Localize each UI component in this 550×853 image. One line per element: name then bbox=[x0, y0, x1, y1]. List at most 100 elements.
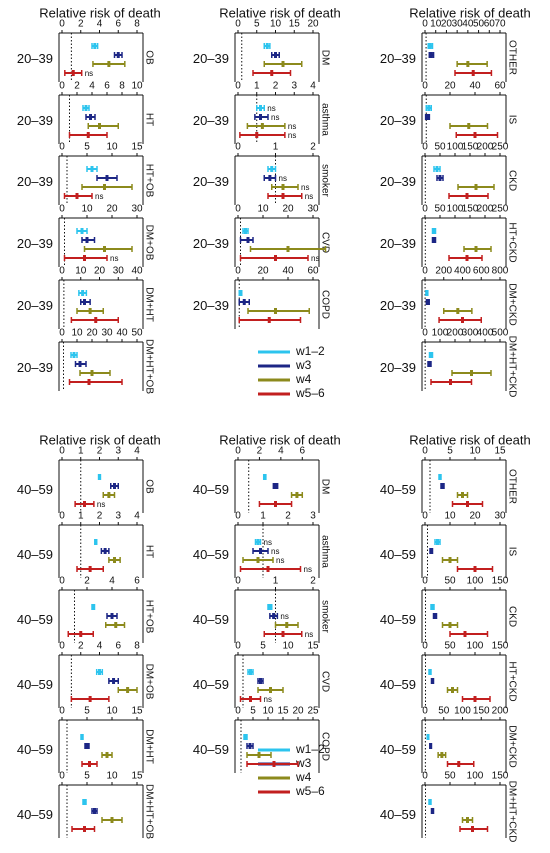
x-tick-label: 40 bbox=[282, 266, 294, 277]
x-tick-label: 100 bbox=[467, 576, 484, 587]
x-tick-label: 8 bbox=[119, 81, 125, 92]
x-tick-label: 200 bbox=[477, 142, 494, 153]
condition-label: OB bbox=[143, 50, 154, 65]
estimate bbox=[255, 132, 259, 138]
annotation: ns bbox=[271, 113, 279, 122]
legend-label: w4 bbox=[295, 770, 312, 784]
estimate bbox=[86, 132, 90, 138]
x-tick-label: 10 bbox=[262, 706, 274, 717]
x-tick-label: 100 bbox=[467, 771, 484, 782]
age-group: 20–39 bbox=[17, 298, 53, 313]
legend-label: w4 bbox=[295, 372, 312, 386]
x-tick-label: 15 bbox=[131, 142, 143, 153]
estimate bbox=[281, 631, 285, 637]
x-tick-label: 0 bbox=[422, 641, 428, 652]
estimate bbox=[83, 299, 86, 305]
x-tick-label: 15 bbox=[289, 19, 301, 30]
estimate bbox=[285, 622, 289, 628]
x-tick-label: 500 bbox=[492, 328, 509, 339]
condition-label: CKD bbox=[506, 606, 517, 627]
condition-label: HT+OB bbox=[143, 164, 154, 198]
x-tick-label: 30 bbox=[307, 204, 319, 215]
x-tick-label: 10 bbox=[81, 204, 93, 215]
estimate bbox=[268, 604, 272, 610]
estimate bbox=[426, 114, 429, 120]
estimate bbox=[448, 622, 452, 628]
estimate bbox=[239, 290, 242, 296]
estimate bbox=[79, 631, 83, 637]
estimate bbox=[274, 255, 277, 261]
x-tick-label: 4 bbox=[97, 641, 103, 652]
age-group: 40–59 bbox=[17, 612, 53, 627]
annotation: ns bbox=[267, 104, 275, 113]
x-tick-label: 200 bbox=[435, 266, 452, 277]
estimate bbox=[83, 255, 86, 261]
x-tick-label: 600 bbox=[473, 266, 490, 277]
x-tick-label: 0 bbox=[59, 19, 65, 30]
x-tick-label: 0 bbox=[422, 266, 428, 277]
estimate bbox=[467, 123, 471, 129]
x-tick-label: 30 bbox=[452, 19, 464, 30]
x-tick-label: 10 bbox=[106, 706, 118, 717]
x-tick-label: 5 bbox=[84, 706, 90, 717]
x-tick-label: 4 bbox=[89, 81, 95, 92]
x-tick-label: 50 bbox=[444, 641, 456, 652]
x-tick-label: 15 bbox=[494, 446, 506, 457]
x-tick-label: 1 bbox=[78, 446, 84, 457]
estimate bbox=[465, 255, 469, 261]
panel-title: Relative risk of death bbox=[409, 432, 530, 447]
estimate bbox=[466, 501, 469, 507]
x-tick-label: 0 bbox=[59, 81, 65, 92]
annotation: ns bbox=[311, 254, 319, 263]
condition-label: OTHER bbox=[506, 40, 517, 75]
estimate bbox=[103, 548, 107, 554]
x-tick-label: 0 bbox=[235, 19, 241, 30]
estimate bbox=[463, 631, 467, 637]
x-tick-label: 4 bbox=[109, 576, 115, 587]
estimate bbox=[441, 483, 444, 489]
x-tick-label: 2 bbox=[84, 576, 90, 587]
x-tick-label: 60 bbox=[307, 266, 319, 277]
estimate bbox=[448, 557, 452, 563]
estimate bbox=[471, 70, 475, 76]
age-group: 40–59 bbox=[17, 807, 53, 822]
estimate bbox=[438, 175, 442, 181]
estimate bbox=[266, 566, 270, 572]
estimate bbox=[260, 123, 264, 129]
estimate bbox=[85, 743, 89, 749]
x-tick-label: 150 bbox=[492, 576, 509, 587]
x-tick-label: 0 bbox=[235, 142, 241, 153]
x-tick-label: 20 bbox=[86, 328, 98, 339]
age-group: 40–59 bbox=[193, 612, 229, 627]
x-tick-label: 150 bbox=[492, 641, 509, 652]
x-tick-label: 40 bbox=[462, 19, 474, 30]
x-tick-label: 400 bbox=[477, 328, 494, 339]
x-tick-label: 0 bbox=[235, 706, 241, 717]
x-tick-label: 5 bbox=[84, 771, 90, 782]
estimate bbox=[98, 474, 101, 480]
age-group: 40–59 bbox=[380, 807, 416, 822]
condition-label: OB bbox=[143, 479, 154, 494]
x-tick-label: 5 bbox=[260, 641, 266, 652]
estimate bbox=[114, 622, 118, 628]
x-tick-label: 10 bbox=[469, 446, 481, 457]
estimate bbox=[428, 799, 432, 805]
x-tick-label: 0 bbox=[59, 204, 65, 215]
x-tick-label: 0 bbox=[59, 328, 65, 339]
estimate bbox=[426, 299, 430, 305]
x-tick-label: 5 bbox=[254, 19, 260, 30]
estimate bbox=[83, 826, 86, 832]
x-tick-label: 250 bbox=[492, 142, 509, 153]
x-tick-label: 10 bbox=[106, 771, 118, 782]
estimate bbox=[78, 361, 82, 367]
annotation: ns bbox=[264, 695, 272, 704]
age-group: 40–59 bbox=[193, 482, 229, 497]
estimate bbox=[432, 228, 436, 234]
estimate bbox=[259, 548, 262, 554]
estimate bbox=[457, 761, 461, 767]
age-group: 20–39 bbox=[17, 236, 53, 251]
age-group: 40–59 bbox=[193, 677, 229, 692]
annotation: ns bbox=[304, 565, 312, 574]
condition-label: DM bbox=[319, 479, 330, 495]
x-tick-label: 0 bbox=[422, 204, 428, 215]
